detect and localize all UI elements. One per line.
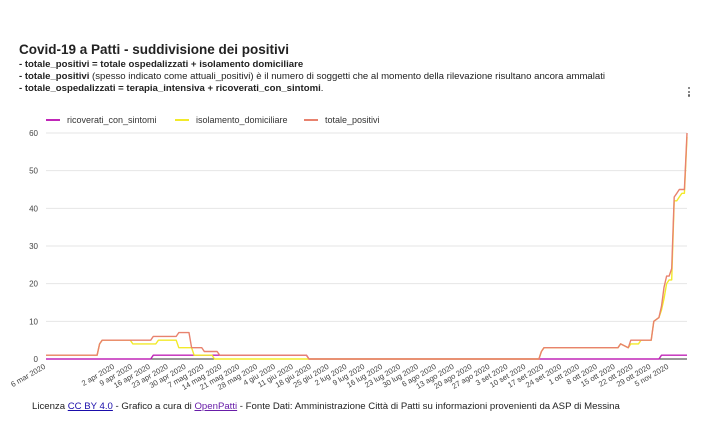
series-lines <box>46 132 688 360</box>
description-line-3-bold: - totale_ospedalizzati = terapia_intensi… <box>19 83 321 94</box>
y-tick-label: 10 <box>29 317 38 326</box>
gridlines <box>46 132 687 360</box>
description-line-3-rest: . <box>320 83 324 94</box>
chart-footer: Licenza CC BY 4.0 - Grafico a cura di Op… <box>32 401 620 412</box>
description-line-2-bold: - totale_positivi <box>19 71 90 82</box>
description-line-3: - totale_ospedalizzati = terapia_intensi… <box>19 83 679 95</box>
series-line-isolamento_domiciliare <box>46 136 688 360</box>
footer-prefix: Licenza <box>32 401 68 412</box>
y-tick-label: 0 <box>34 355 39 364</box>
x-tick-label: 6 mar 2020 <box>9 362 47 389</box>
more-vert-icon[interactable] <box>686 86 692 100</box>
chart-header: Covid-19 a Patti - suddivisione dei posi… <box>19 42 679 95</box>
license-link[interactable]: CC BY 4.0 <box>67 401 113 412</box>
description-line-1-text: - totale_positivi = totale ospedalizzati… <box>19 59 304 70</box>
legend-label-totale_positivi[interactable]: totale_positivi <box>325 115 380 125</box>
author-link[interactable]: OpenPatti <box>194 401 238 412</box>
y-tick-label: 50 <box>29 167 38 176</box>
y-tick-label: 20 <box>29 280 38 289</box>
legend-label-isolamento_domiciliare[interactable]: isolamento_domiciliare <box>196 115 288 125</box>
y-tick-label: 60 <box>29 129 38 138</box>
description-line-2-rest: (spesso indicato come attuali_positivi) … <box>89 71 606 82</box>
legend: ricoverati_con_sintomi isolamento_domicil… <box>46 115 380 125</box>
series-line-totale_positivi <box>46 132 688 360</box>
y-tick-label: 40 <box>29 204 38 213</box>
legend-label-ricoverati_con_sintomi[interactable]: ricoverati_con_sintomi <box>67 115 157 125</box>
y-axis-ticks: 0 10 20 30 40 50 60 <box>29 129 38 364</box>
description-line-2: - totale_positivi (spesso indicato come … <box>19 71 679 83</box>
y-tick-label: 30 <box>29 242 38 251</box>
description-line-1: - totale_positivi = totale ospedalizzati… <box>19 59 679 71</box>
chart-title: Covid-19 a Patti - suddivisione dei posi… <box>19 42 290 57</box>
footer-middle: - Grafico a cura di <box>112 401 195 412</box>
footer-suffix: - Fonte Dati: Amministrazione Città di P… <box>237 401 620 412</box>
